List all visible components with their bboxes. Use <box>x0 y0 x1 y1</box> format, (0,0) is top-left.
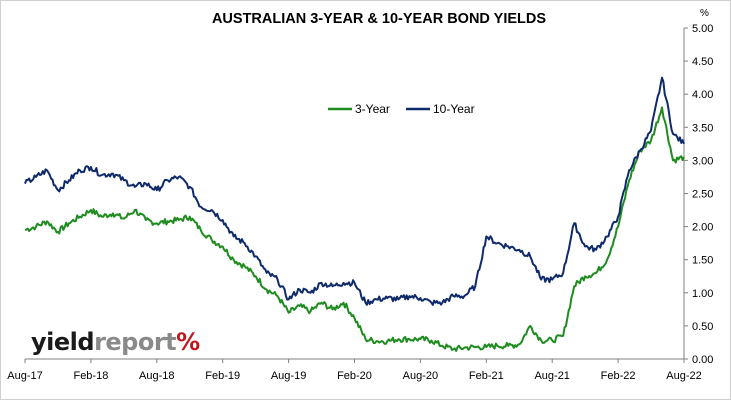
legend-label-10-year: 10-Year <box>433 102 475 116</box>
y-tick-label: 5.00 <box>692 23 713 35</box>
y-tick-label: 1.50 <box>692 255 713 267</box>
series-line-10-year <box>24 76 685 306</box>
x-tick-label: Feb-21 <box>469 370 504 382</box>
logo-text-yield: yield <box>31 328 95 356</box>
x-tick-label: Aug-22 <box>666 370 701 382</box>
x-tick-label: Aug-21 <box>534 370 569 382</box>
x-tick-label: Feb-19 <box>205 370 240 382</box>
y-tick-label: 1.00 <box>692 288 713 300</box>
y-tick-label: 2.50 <box>692 189 713 201</box>
y-tick-label: 4.50 <box>692 56 713 68</box>
logo-text-report: report <box>94 328 177 356</box>
x-tick-label: Aug-17 <box>7 370 42 382</box>
plot-area: 0.00 0.50 1.00 1.50 2.00 2.50 3.00 3.50 4.00 4.50… <box>7 8 713 382</box>
y-unit-label: % <box>700 8 709 19</box>
yieldreport-logo: yieldreport% <box>31 328 200 356</box>
x-tick-label: Aug-19 <box>271 370 306 382</box>
x-tick-label: Feb-18 <box>73 370 108 382</box>
x-tick-label: Feb-22 <box>601 370 636 382</box>
y-tick-label: 0.50 <box>692 321 713 333</box>
x-tick-label: Aug-20 <box>403 370 438 382</box>
y-tick-label: 2.00 <box>692 222 713 234</box>
y-tick-label: 0.00 <box>692 354 713 366</box>
series-line-3-year <box>24 106 685 352</box>
y-tick-label: 3.00 <box>692 155 713 167</box>
x-tick-label: Feb-20 <box>337 370 372 382</box>
chart-title: AUSTRALIAN 3-YEAR & 10-YEAR BOND YIELDS <box>212 11 546 27</box>
legend-label-3-year: 3-Year <box>355 102 390 116</box>
y-tick-label: 4.00 <box>692 89 713 101</box>
logo-percent-icon: % <box>176 328 200 356</box>
x-tick-label: Aug-18 <box>139 370 174 382</box>
y-tick-label: 3.50 <box>692 122 713 134</box>
